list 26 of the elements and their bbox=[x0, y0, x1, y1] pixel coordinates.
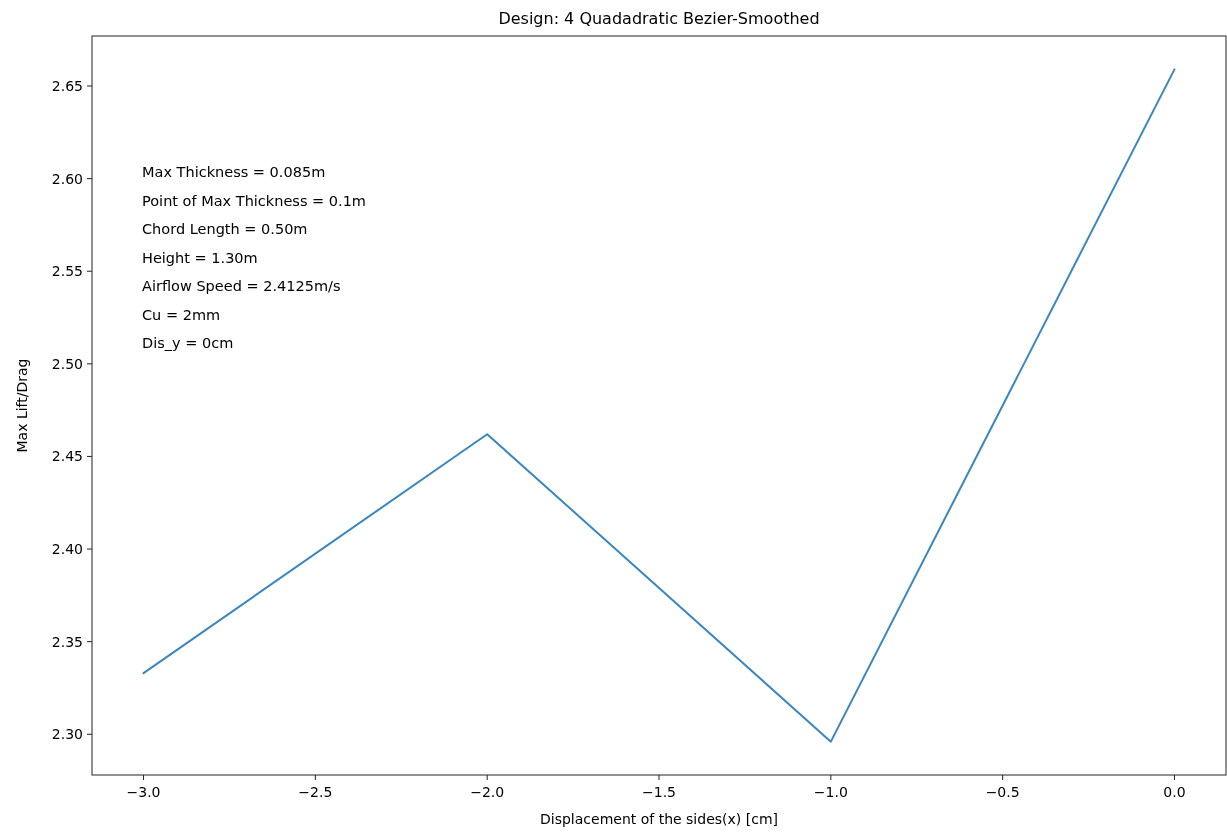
y-tick-label: 2.35 bbox=[51, 633, 83, 650]
line-series bbox=[142, 68, 1176, 743]
annotation: Airflow Speed = 2.4125m/s bbox=[142, 278, 341, 294]
annotation: Chord Length = 0.50m bbox=[142, 221, 308, 237]
y-tick-label: 2.30 bbox=[51, 726, 83, 743]
y-tick-label: 2.55 bbox=[51, 263, 83, 280]
y-tick-label: 2.40 bbox=[51, 541, 83, 558]
annotation: Height = 1.30m bbox=[142, 249, 258, 266]
x-tick-label: −3.0 bbox=[126, 784, 161, 800]
x-tick-label: −1.5 bbox=[642, 784, 676, 800]
x-tick-label: −1.0 bbox=[813, 784, 848, 800]
x-tick-label: −2.0 bbox=[470, 784, 505, 800]
x-tick-label: −0.5 bbox=[985, 784, 1020, 800]
x-tick-label: 0.0 bbox=[1163, 784, 1186, 800]
y-tick-label: 2.45 bbox=[51, 448, 83, 465]
y-axis-title: Max Lift/Drag bbox=[14, 358, 30, 453]
y-tick-label: 2.60 bbox=[51, 170, 83, 187]
chart-title: Design: 4 Quadadratic Bezier-Smoothed bbox=[498, 9, 820, 28]
annotation: Cu = 2mm bbox=[142, 306, 221, 323]
annotation: Dis_y = 0cm bbox=[142, 335, 234, 351]
x-axis-title: Displacement of the sides(x) [cm] bbox=[540, 811, 778, 827]
y-tick-label: 2.65 bbox=[51, 78, 83, 95]
annotation: Point of Max Thickness = 0.1m bbox=[142, 192, 366, 209]
y-tick-label: 2.50 bbox=[51, 355, 83, 372]
annotation: Max Thickness = 0.085m bbox=[142, 164, 326, 180]
x-tick-label: −2.5 bbox=[298, 784, 333, 800]
